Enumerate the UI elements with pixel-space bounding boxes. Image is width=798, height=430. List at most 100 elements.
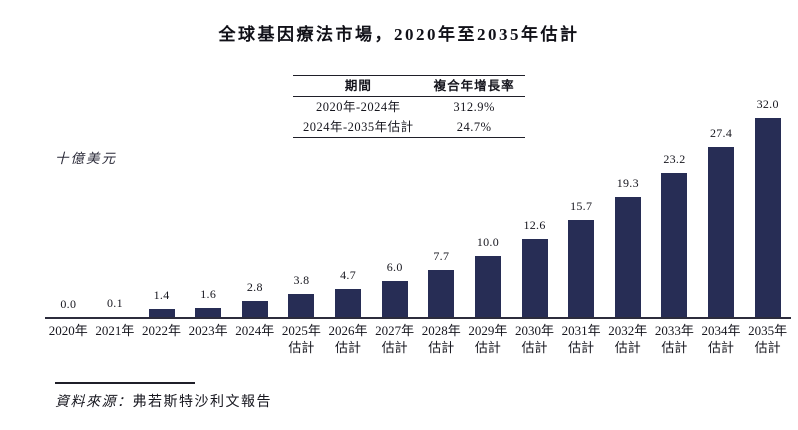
x-axis-label-year: 2029年 — [468, 323, 508, 338]
cagr-table-header-period: 期間 — [344, 79, 372, 93]
bar-group: 32.0 — [744, 97, 791, 318]
x-axis-label-note: 估計 — [428, 340, 455, 355]
bar-value-label: 1.6 — [200, 287, 217, 301]
bar-group: 4.7 — [325, 118, 372, 318]
bar — [568, 219, 595, 318]
bar-value-label: 7.7 — [433, 248, 450, 263]
x-axis-label-note: 估計 — [474, 340, 501, 355]
x-axis-label-note: 估計 — [288, 340, 315, 355]
bar-value-label: 2.8 — [246, 279, 263, 294]
y-axis-unit-label: 十億美元 — [55, 151, 117, 166]
bar — [708, 146, 735, 318]
x-axis-label-year: 2033年 — [654, 323, 694, 338]
bar — [521, 239, 548, 318]
x-axis-label-note: 估計 — [614, 340, 641, 355]
x-axis-label-year: 2026年 — [328, 323, 368, 338]
bar — [195, 308, 222, 318]
bar-group: 12.6 — [511, 118, 558, 318]
bar — [241, 300, 268, 318]
bar-value-label: 19.3 — [616, 176, 639, 191]
x-axis-label: 2027年估計 — [371, 322, 418, 356]
x-axis-label-year: 2030年 — [515, 323, 555, 338]
x-axis-label: 2028年估計 — [418, 322, 465, 356]
x-axis-label: 2030年 估計 — [511, 322, 558, 356]
x-axis-label: 2021年 — [92, 322, 139, 356]
x-axis-label: 2024年 — [232, 322, 279, 356]
bar — [474, 255, 501, 318]
bar-group: 0.0 — [45, 118, 92, 318]
bar — [661, 173, 688, 318]
bar-value-label: 10.0 — [476, 234, 500, 249]
bar-group: 19.3 — [605, 118, 652, 318]
x-axis-label: 2029年估計 — [465, 322, 512, 356]
cagr-table-row: 2020年-2024年 312.9% — [293, 97, 525, 118]
bar-group: 27.4 — [698, 118, 745, 318]
bar-value-label: 32.0 — [756, 97, 779, 111]
x-axis-label-year: 2028年 — [421, 323, 461, 338]
bar — [754, 118, 781, 318]
chart-title: 全球基因療法市場，2020年至2035年估計 — [218, 25, 580, 44]
x-axis-label-year: 2023年 — [188, 323, 228, 338]
bar-value-label: 0.1 — [106, 296, 123, 311]
x-axis-label-year: 2020年 — [48, 323, 88, 338]
bar-value-label: 1.4 — [153, 288, 170, 303]
bar — [148, 309, 175, 318]
x-axis-label: 2031年估計 — [558, 322, 605, 356]
x-axis-label: 2033年估計 — [651, 322, 698, 356]
x-axis-label-note: 估計 — [568, 340, 595, 355]
x-axis-label-note: 估計 — [381, 340, 408, 355]
cagr-period-cell: 2020年-2024年 — [316, 100, 401, 114]
bar-group: 7.7 — [418, 118, 465, 318]
x-axis-label-year: 2034年 — [701, 323, 741, 338]
bar-chart: 0.0 0.1 1.4 1.6 2.8 3.8 4.7 6.0 7.7 10.0 12.6 15.7 1… — [45, 97, 791, 318]
x-axis-label-note: 估計 — [754, 340, 781, 355]
x-axis-label: 2026年估計 — [325, 322, 372, 356]
cagr-table: 期間 複合年增長率 2020年-2024年 312.9% 2024年-2035年估計… — [293, 75, 525, 138]
x-axis-label: 2025年 估計 — [278, 322, 325, 356]
bar-value-label: 6.0 — [386, 259, 403, 274]
bar-group: 15.7 — [558, 118, 605, 318]
x-axis-label-year: 2035年 — [748, 323, 788, 338]
bar-value-label: 0.0 — [60, 297, 77, 311]
source-note: 資料來源：弗若斯特沙利文報告 — [55, 391, 272, 411]
bar-group: 1.6 — [185, 118, 232, 318]
bar-group: 10.0 — [465, 118, 512, 318]
cagr-table-row: 2024年-2035年估計 24.7% — [293, 117, 525, 138]
x-axis-label: 2022年 — [138, 322, 185, 356]
bar-group: 23.2 — [651, 118, 698, 318]
bar-group: 0.1 — [92, 118, 139, 318]
bar-value-label: 3.8 — [293, 273, 310, 288]
source-divider-line — [55, 382, 195, 384]
bar — [381, 280, 408, 318]
bar — [288, 294, 315, 318]
x-axis-label-note: 估計 — [661, 340, 688, 355]
x-axis-label: 2035年估計 — [744, 322, 791, 356]
cagr-table-head: 期間 複合年增長率 — [293, 75, 525, 97]
x-axis-label-note: 估計 — [708, 340, 735, 355]
x-axis-label-year: 2032年 — [608, 323, 648, 338]
bar-value-label: 15.7 — [570, 198, 593, 213]
bar-value-label: 12.6 — [523, 218, 546, 233]
bar-value-label: 23.2 — [663, 152, 686, 166]
bar — [428, 269, 455, 318]
source-text: 弗若斯特沙利文報告 — [132, 395, 272, 410]
x-axis-label-year: 2022年 — [142, 323, 182, 338]
x-axis-line — [45, 317, 791, 319]
x-axis-label-year: 2027年 — [375, 323, 415, 338]
bar-value-label: 27.4 — [709, 125, 733, 140]
x-axis-label: 2034年估計 — [698, 322, 745, 356]
bar-group: 2.8 — [232, 118, 279, 318]
bar-group: 1.4 — [138, 118, 185, 318]
x-axis-label-note: 估計 — [335, 340, 362, 355]
cagr-value-cell: 24.7% — [456, 120, 492, 134]
cagr-table-header-cagr: 複合年增長率 — [433, 79, 515, 93]
source-label: 資料來源： — [55, 395, 133, 410]
x-axis-label: 2023年 — [185, 322, 232, 356]
bar-value-label: 4.7 — [340, 267, 357, 282]
x-axis-label-year: 2031年 — [561, 323, 601, 338]
cagr-value-cell: 312.9% — [453, 100, 495, 114]
x-axis-label: 2020年 — [45, 322, 92, 356]
bar — [614, 197, 641, 318]
x-axis-label: 2032年估計 — [605, 322, 652, 356]
